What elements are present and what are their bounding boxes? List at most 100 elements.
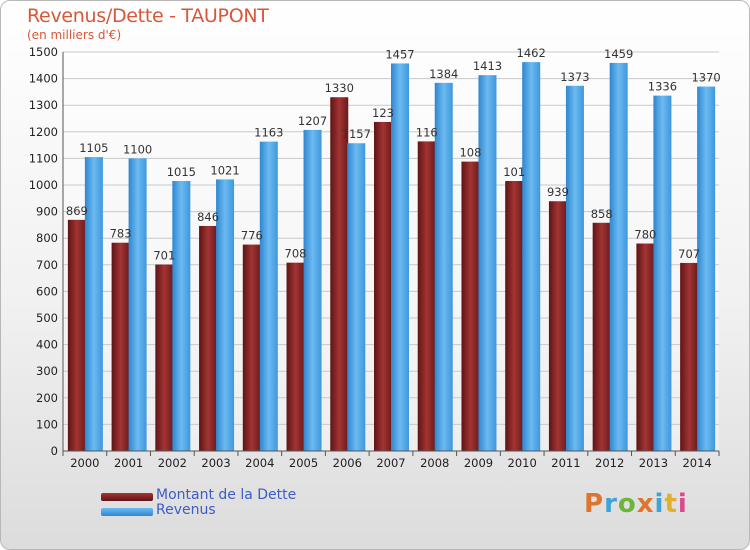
bar-revenue (653, 95, 672, 452)
bar-revenue (522, 62, 541, 451)
y-tick-label: 1300 (29, 98, 58, 112)
y-tick-label: 300 (36, 364, 58, 378)
y-tick-label: 100 (36, 417, 58, 431)
logo-letter: i (654, 489, 665, 519)
data-label-revenue: 1021 (210, 163, 239, 177)
proxiti-logo: Proxiti (584, 489, 688, 519)
legend-label-revenue: Revenus (156, 502, 216, 518)
data-label-revenue: 1457 (385, 47, 414, 61)
bar-revenue (84, 157, 103, 451)
y-tick-label: 1100 (29, 151, 58, 165)
legend-swatch-debt (101, 493, 153, 501)
data-label-debt: 116 (416, 125, 438, 139)
data-label-revenue: 1163 (254, 126, 283, 140)
data-label-debt: 701 (153, 249, 175, 263)
bar-debt (199, 225, 218, 451)
y-tick-label: 900 (36, 205, 58, 219)
data-label-revenue: 1384 (429, 67, 458, 81)
data-label-debt: 776 (241, 229, 263, 243)
data-label-revenue: 1100 (123, 142, 152, 156)
data-label-debt: 780 (634, 228, 656, 242)
bar-debt (67, 219, 86, 451)
x-tick-label: 2013 (639, 456, 668, 470)
data-label-debt: 939 (547, 185, 569, 199)
chart-title: Revenus/Dette - TAUPONT (27, 5, 269, 27)
data-label-revenue: 1370 (691, 71, 720, 85)
x-tick-label: 2014 (682, 456, 711, 470)
data-label-debt: 123 (372, 106, 394, 120)
chart-subtitle: (en milliers d'€) (27, 28, 122, 42)
legend-label-debt: Montant de la Dette (156, 487, 297, 503)
x-tick-label: 2011 (551, 456, 580, 470)
bar-debt (155, 264, 174, 451)
y-tick-label: 500 (36, 311, 58, 325)
logo-letter: i (677, 489, 688, 519)
bar-revenue (697, 86, 716, 451)
x-tick-label: 2005 (289, 456, 318, 470)
bar-debt (330, 97, 349, 451)
bar-debt (636, 243, 655, 451)
data-labels: 869 1105 783 1100 701 1015 846 1021 776 1163 708 12… (66, 46, 721, 262)
data-label-revenue: 1373 (560, 70, 589, 84)
x-tick-label: 2007 (376, 456, 405, 470)
data-label-debt: 101 (503, 165, 525, 179)
bar-debt (242, 244, 261, 451)
data-label-debt: 108 (459, 146, 481, 160)
data-label-revenue: 1336 (648, 80, 677, 94)
data-label-debt: 1330 (325, 81, 354, 95)
bar-debt (417, 141, 436, 451)
bar-revenue (434, 82, 453, 451)
data-label-debt: 708 (285, 247, 307, 261)
x-tick-label: 2003 (201, 456, 230, 470)
logo-letter: P (584, 489, 605, 519)
logo-letter: o (617, 489, 637, 519)
logo-letter: r (604, 489, 618, 519)
x-tick-label: 2008 (420, 456, 449, 470)
data-label-revenue: 1413 (473, 59, 502, 73)
bar-debt (111, 242, 130, 451)
bar-debt (374, 121, 392, 451)
y-tick-label: 1500 (29, 45, 58, 59)
data-label-debt: 707 (678, 247, 700, 261)
y-tick-label: 200 (36, 391, 58, 405)
legend-swatch-revenue (101, 508, 153, 516)
bar-debt (461, 161, 480, 452)
data-label-revenue: 1462 (517, 46, 546, 60)
y-tick-label: 600 (36, 284, 58, 298)
x-tick-label: 2004 (245, 456, 274, 470)
bar-revenue (391, 63, 409, 452)
data-label-revenue: 1207 (298, 114, 327, 128)
x-tick-label: 2001 (114, 456, 143, 470)
data-label-revenue: 1015 (167, 165, 196, 179)
bar-revenue (347, 143, 366, 451)
y-tick-label: 1400 (29, 72, 58, 86)
data-label-revenue: 1157 (342, 127, 371, 141)
bar-debt (505, 181, 524, 451)
bar-debt (592, 222, 611, 451)
data-label-revenue: 1459 (604, 47, 633, 61)
data-label-debt: 846 (197, 210, 219, 224)
bar-revenue (303, 129, 322, 452)
bar-debt (680, 262, 699, 451)
y-tick-label: 700 (36, 258, 58, 272)
bar-debt (548, 201, 567, 451)
logo-letter: x (636, 489, 655, 519)
bar-revenue (216, 179, 235, 451)
data-label-debt: 858 (591, 207, 613, 221)
logo-letter: t (664, 489, 678, 519)
x-tick-label: 2012 (595, 456, 624, 470)
x-tick-label: 2000 (70, 456, 99, 470)
data-label-revenue: 1105 (79, 141, 108, 155)
y-tick-label: 1000 (29, 178, 58, 192)
y-tick-label: 1200 (29, 125, 58, 139)
x-tick-label: 2010 (508, 456, 537, 470)
bar-revenue (478, 75, 497, 451)
x-tick-label: 2009 (464, 456, 493, 470)
bars (67, 62, 716, 452)
bar-debt (286, 262, 305, 451)
y-tick-label: 800 (36, 231, 58, 245)
data-label-debt: 783 (110, 227, 132, 241)
bar-revenue (128, 158, 147, 451)
